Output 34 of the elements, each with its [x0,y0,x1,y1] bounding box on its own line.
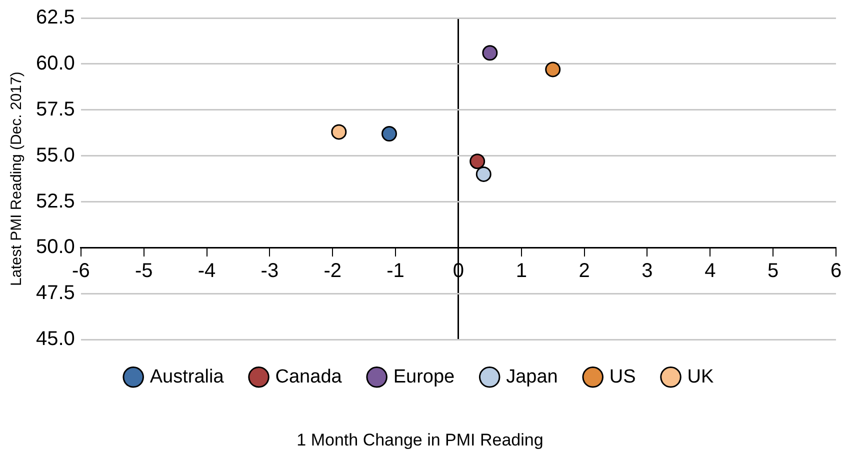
y-tick-label: 52.5 [36,190,75,212]
x-tick-label: -3 [260,260,279,282]
x-tick-label: -5 [134,260,153,282]
point [545,62,561,78]
legend-label: US [609,366,636,388]
legend-label: Japan [506,366,558,388]
y-tick-label: 47.5 [36,282,75,304]
legend-label: Canada [275,366,342,388]
x-tick-label: -1 [386,260,404,282]
x-tick-label: 5 [768,260,779,282]
point [382,126,397,142]
y-tick-label: 45.0 [36,328,75,350]
x-tick-label: -2 [324,260,342,282]
x-tick-label: -6 [72,260,90,282]
point [331,124,347,140]
legend-label: Europe [393,366,455,388]
x-tick-label: 4 [704,260,716,282]
x-tick-label: 6 [830,260,842,282]
y-tick-label: 60.0 [36,52,75,74]
y-tick-label: 50.0 [36,236,75,258]
y-tick-label: 62.5 [36,6,75,29]
y-axis-title: Latest PMI Reading (Dec. 2017) [8,72,26,286]
x-tick-label: 3 [642,260,653,282]
point [476,166,492,182]
x-tick-label: 2 [578,260,590,282]
y-tick-label: 55.0 [36,144,75,166]
point [470,154,486,170]
point [482,45,498,61]
x-axis-title: 1 Month Change in PMI Reading [296,430,544,450]
x-tick-label: -4 [198,260,216,282]
legend-label: Australia [150,366,224,388]
x-tick-label: 1 [516,260,527,282]
legend-label: UK [687,366,714,388]
y-tick-label: 57.5 [36,98,75,120]
